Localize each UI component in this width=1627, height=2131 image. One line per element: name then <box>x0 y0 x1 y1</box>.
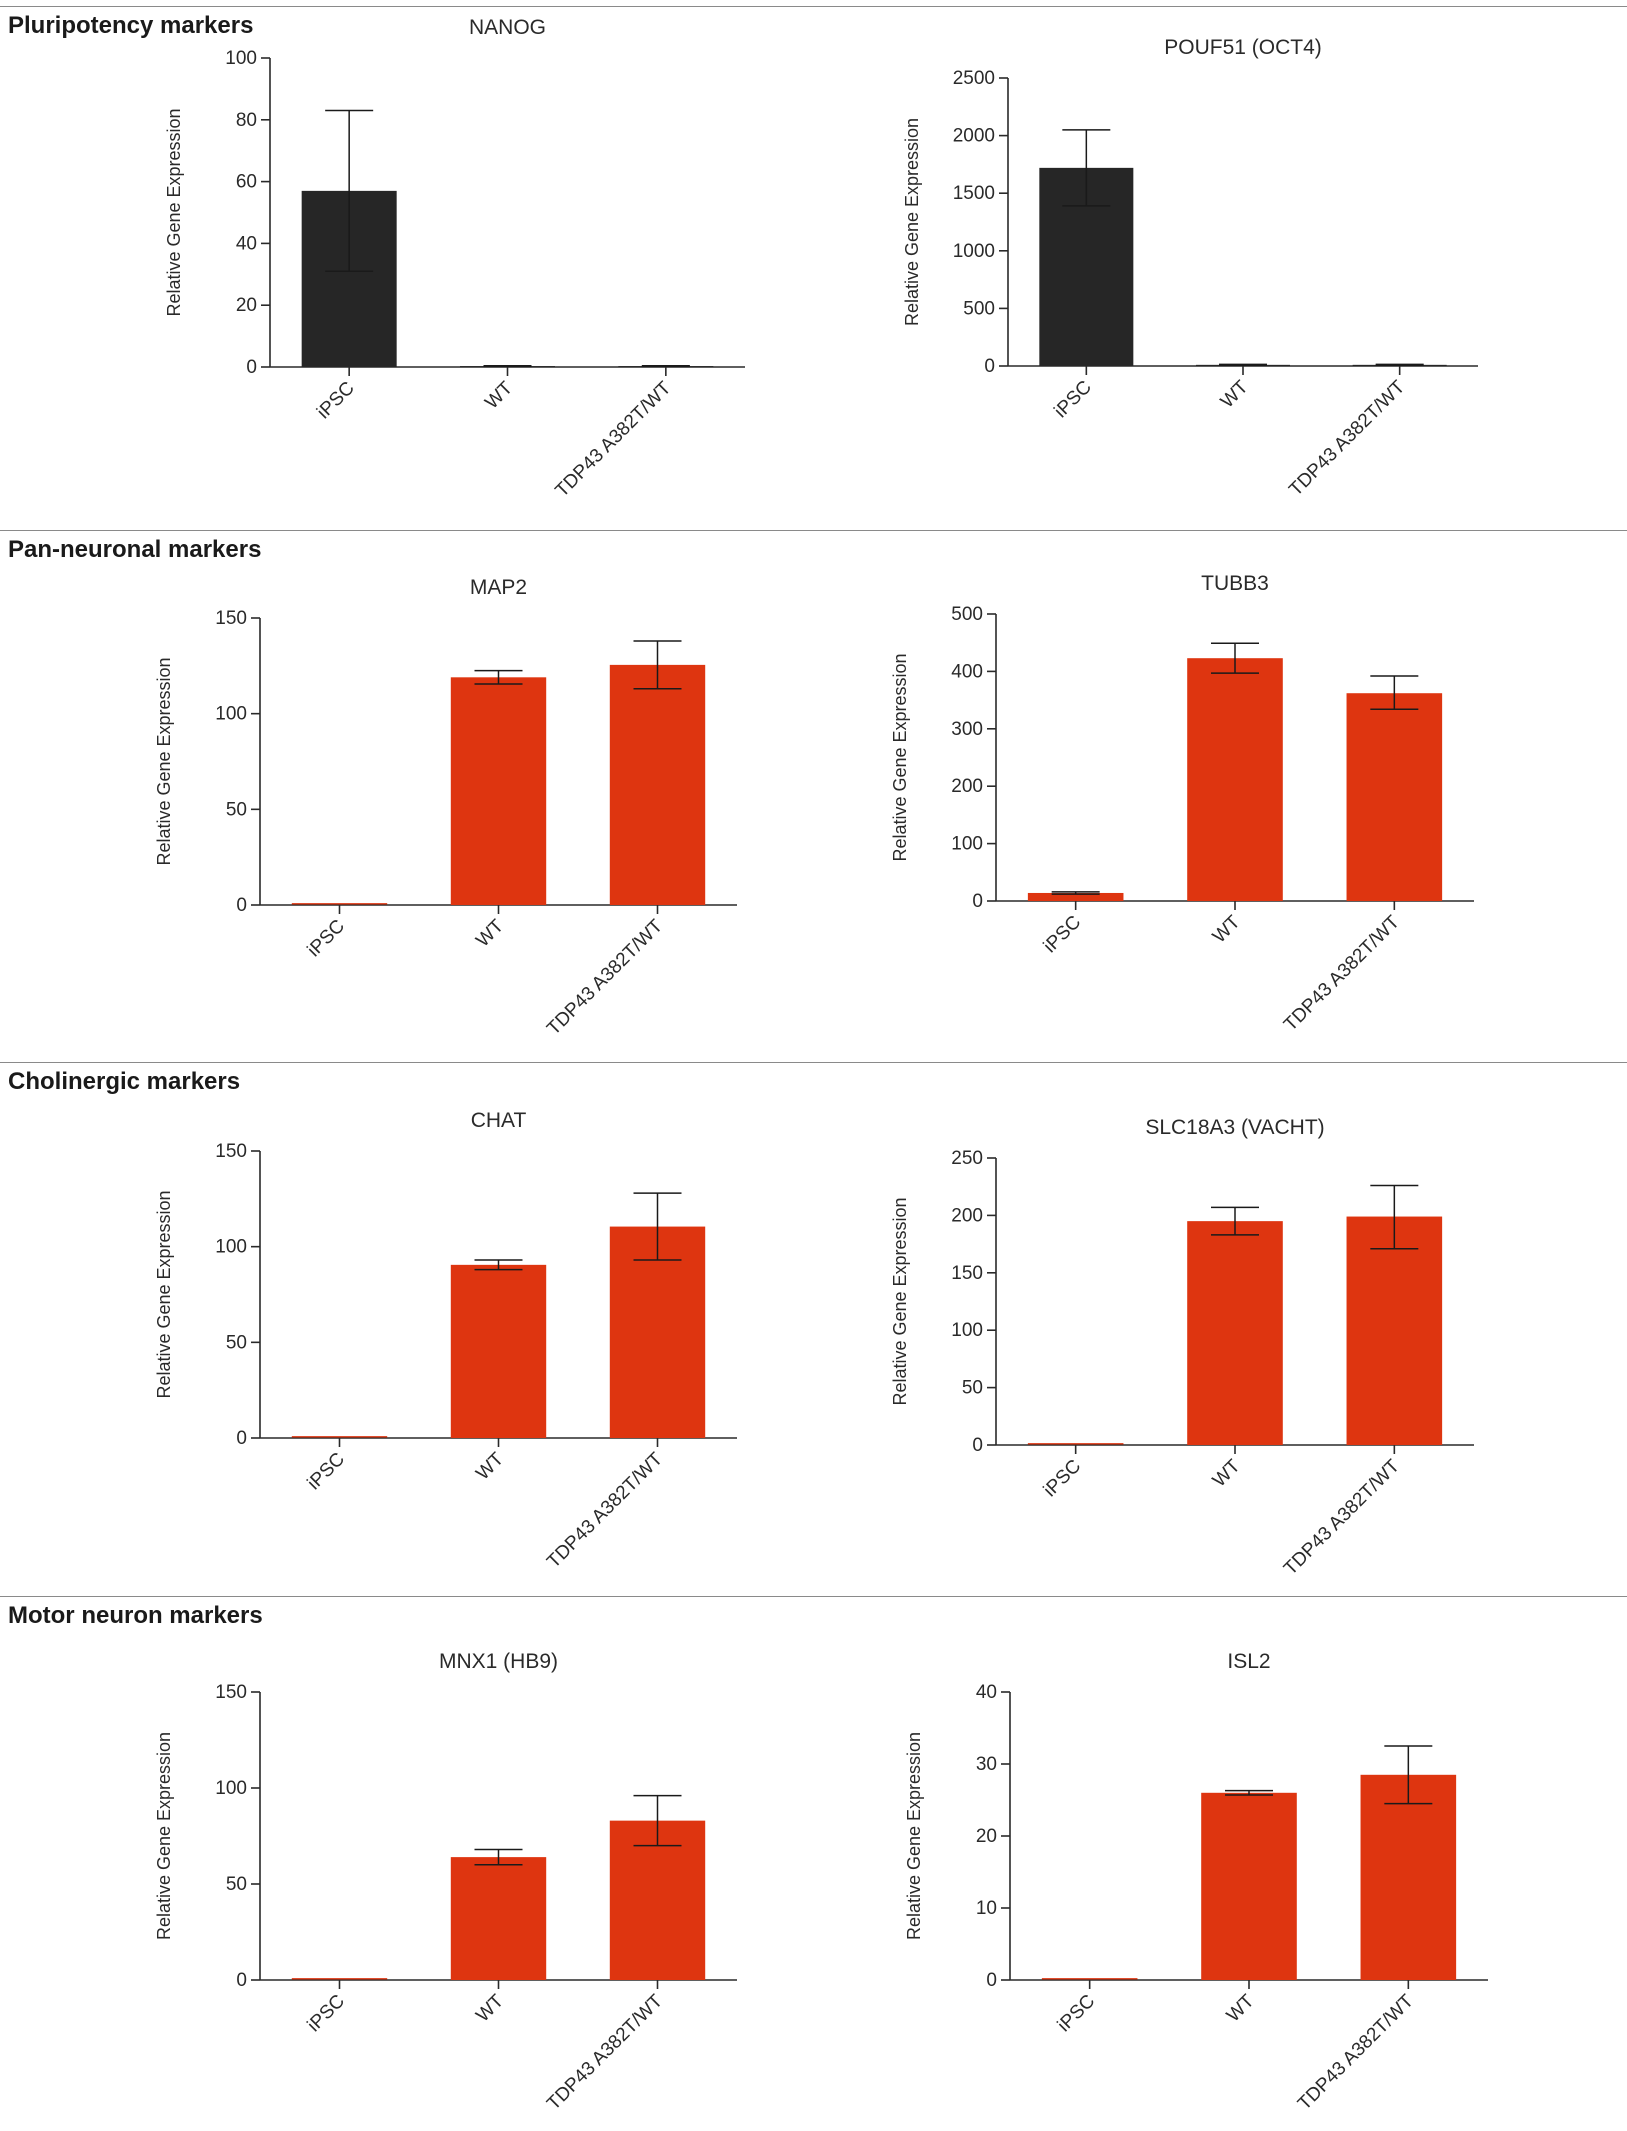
y-axis-label: Relative Gene Expression <box>154 1732 174 1940</box>
y-tick-label: 100 <box>215 1237 247 1258</box>
bar-tdp43-a382t-wt <box>1346 693 1443 901</box>
y-tick-label: 150 <box>215 608 247 629</box>
bar-tdp43-a382t-wt <box>1360 1774 1457 1980</box>
chart-title: ISL2 <box>1227 1650 1270 1673</box>
y-tick-label: 20 <box>236 295 257 316</box>
section-title: Pluripotency markers <box>8 12 254 39</box>
y-tick-label: 300 <box>951 719 983 740</box>
x-tick-label: WT <box>1223 1990 1259 2026</box>
section-divider <box>0 1596 1627 1597</box>
y-axis-label: Relative Gene Expression <box>890 653 910 861</box>
section-divider <box>0 6 1627 7</box>
chart-title: MAP2 <box>470 576 527 599</box>
y-tick-label: 0 <box>236 895 247 916</box>
bar-ipsc <box>1027 892 1124 901</box>
bar-wt <box>1201 1792 1297 1980</box>
bar-tdp43-a382t-wt <box>609 664 706 905</box>
y-tick-label: 0 <box>246 357 257 378</box>
y-tick-label: 20 <box>976 1826 997 1847</box>
y-tick-label: 0 <box>236 1428 247 1449</box>
y-tick-label: 150 <box>951 1263 983 1284</box>
y-axis-label: Relative Gene Expression <box>154 657 174 865</box>
y-tick-label: 50 <box>962 1378 983 1399</box>
y-tick-label: 80 <box>236 110 257 131</box>
y-tick-label: 10 <box>976 1898 997 1919</box>
y-tick-label: 2000 <box>953 126 995 147</box>
y-axis-label: Relative Gene Expression <box>904 1732 924 1940</box>
chart-title: SLC18A3 (VACHT) <box>1145 1116 1324 1139</box>
chart-title: MNX1 (HB9) <box>439 1650 558 1673</box>
bar-wt <box>450 1264 547 1438</box>
y-tick-label: 50 <box>226 799 247 820</box>
y-tick-label: 250 <box>951 1148 983 1169</box>
section-title: Cholinergic markers <box>8 1068 241 1095</box>
bar-wt <box>1187 1221 1283 1445</box>
y-tick-label: 500 <box>963 298 995 319</box>
y-tick-label: 50 <box>226 1332 247 1353</box>
y-axis-label: Relative Gene Expression <box>154 1190 174 1398</box>
y-tick-label: 50 <box>226 1874 247 1895</box>
y-tick-label: 1500 <box>953 183 995 204</box>
y-tick-label: 30 <box>976 1754 997 1775</box>
x-tick-label: TDP43 A382T/WT <box>1294 1990 1418 2114</box>
y-tick-label: 0 <box>984 356 995 377</box>
bar-wt <box>450 1857 547 1980</box>
y-tick-label: 500 <box>951 604 983 625</box>
y-tick-label: 400 <box>951 661 983 682</box>
y-tick-label: 0 <box>972 1435 983 1456</box>
y-tick-label: 0 <box>236 1970 247 1991</box>
bar-tdp43-a382t-wt <box>1346 1216 1443 1445</box>
section-title: Motor neuron markers <box>8 1602 263 1629</box>
y-tick-label: 40 <box>236 233 257 254</box>
y-tick-label: 100 <box>951 1320 983 1341</box>
y-axis-label: Relative Gene Expression <box>164 108 184 316</box>
y-tick-label: 200 <box>951 776 983 797</box>
y-tick-label: 60 <box>236 172 257 193</box>
bar-tdp43-a382t-wt <box>609 1820 706 1980</box>
section-divider <box>0 530 1627 531</box>
y-tick-label: 0 <box>986 1970 997 1991</box>
bar-wt <box>1187 658 1283 901</box>
y-tick-label: 150 <box>215 1682 247 1703</box>
x-tick-label: iPSC <box>1054 1991 1099 2036</box>
bar-wt <box>450 677 547 905</box>
section-title: Pan-neuronal markers <box>8 536 262 563</box>
y-tick-label: 1000 <box>953 241 995 262</box>
y-tick-label: 100 <box>951 834 983 855</box>
chart-title: NANOG <box>469 16 546 39</box>
y-tick-label: 100 <box>225 48 257 69</box>
section-divider <box>0 1062 1627 1063</box>
y-tick-label: 100 <box>215 704 247 725</box>
y-tick-label: 2500 <box>953 68 995 89</box>
chart-title: CHAT <box>471 1109 527 1132</box>
bar-tdp43-a382t-wt <box>609 1226 706 1438</box>
y-axis-label: Relative Gene Expression <box>890 1197 910 1405</box>
y-tick-label: 200 <box>951 1205 983 1226</box>
chart-title: TUBB3 <box>1201 572 1269 595</box>
y-axis-label: Relative Gene Expression <box>902 118 922 326</box>
y-tick-label: 0 <box>972 891 983 912</box>
chart-title: POUF51 (OCT4) <box>1164 36 1322 59</box>
y-tick-label: 40 <box>976 1682 997 1703</box>
y-tick-label: 150 <box>215 1141 247 1162</box>
y-tick-label: 100 <box>215 1778 247 1799</box>
